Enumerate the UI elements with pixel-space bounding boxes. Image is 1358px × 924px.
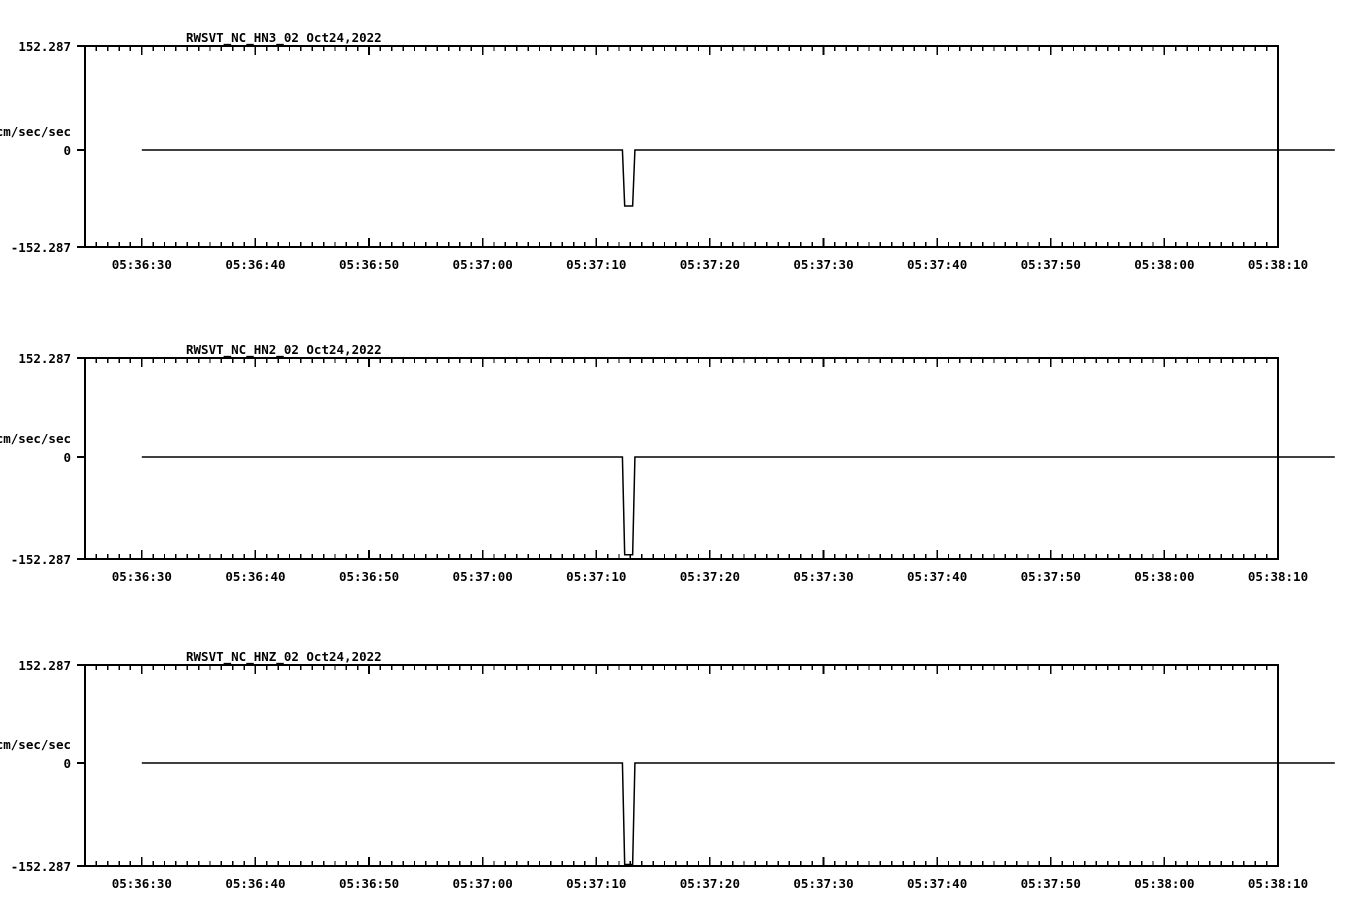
x-axis-time-label: 05:37:10 (566, 876, 626, 891)
y-axis-max-label: 152.287 (18, 39, 71, 54)
amplitude-ticks (77, 45, 85, 248)
amplitude-ticks (77, 664, 85, 867)
x-axis-time-label: 05:37:40 (907, 257, 967, 272)
y-axis-zero-label: 0 (63, 450, 71, 465)
y-axis-zero-label: 0 (63, 143, 71, 158)
x-axis-time-label: 05:37:10 (566, 569, 626, 584)
y-axis-min-label: -152.287 (11, 859, 71, 874)
x-axis-time-label: 05:38:00 (1134, 257, 1194, 272)
panel-title: RWSVT_NC_HN2_02 Oct24,2022 (186, 342, 382, 358)
x-axis-time-label: 05:36:40 (225, 257, 285, 272)
waveform-trace (141, 762, 1335, 866)
x-axis-time-label: 05:37:40 (907, 569, 967, 584)
x-axis-time-label: 05:36:50 (339, 876, 399, 891)
x-axis-time-label: 05:38:00 (1134, 876, 1194, 891)
plot-frame (84, 357, 1279, 560)
x-axis-time-label: 05:37:30 (793, 569, 853, 584)
x-axis-time-label: 05:37:00 (453, 257, 513, 272)
x-axis-time-label: 05:37:20 (680, 876, 740, 891)
y-axis-zero-label: 0 (63, 756, 71, 771)
x-axis-time-label: 05:37:50 (1021, 257, 1081, 272)
x-axis-time-label: 05:37:00 (453, 569, 513, 584)
y-axis-max-label: 152.287 (18, 658, 71, 673)
x-axis-time-label: 05:37:30 (793, 257, 853, 272)
x-axis-time-label: 05:37:50 (1021, 569, 1081, 584)
x-axis-time-label: 05:36:40 (225, 569, 285, 584)
x-axis-time-label: 05:38:00 (1134, 569, 1194, 584)
waveform-trace (141, 456, 1335, 556)
y-axis-units-label: cm/sec/sec (0, 431, 71, 446)
amplitude-ticks (77, 357, 85, 560)
x-axis-time-label: 05:36:50 (339, 257, 399, 272)
x-axis-time-label: 05:37:20 (680, 257, 740, 272)
y-axis-units-label: cm/sec/sec (0, 124, 71, 139)
x-axis-time-label: 05:38:10 (1248, 876, 1308, 891)
axis-ticks (84, 358, 1279, 559)
panel-title: RWSVT_NC_HNZ_02 Oct24,2022 (186, 649, 382, 665)
waveform-trace (141, 149, 1335, 207)
y-axis-min-label: -152.287 (11, 240, 71, 255)
x-axis-time-label: 05:36:50 (339, 569, 399, 584)
y-axis-units-label: cm/sec/sec (0, 737, 71, 752)
x-axis-time-label: 05:38:10 (1248, 257, 1308, 272)
x-axis-time-label: 05:36:40 (225, 876, 285, 891)
axis-ticks (84, 46, 1279, 247)
x-axis-time-label: 05:36:30 (112, 257, 172, 272)
x-axis-time-label: 05:36:30 (112, 569, 172, 584)
x-axis-time-label: 05:37:40 (907, 876, 967, 891)
x-axis-time-label: 05:37:30 (793, 876, 853, 891)
y-axis-min-label: -152.287 (11, 552, 71, 567)
axis-ticks (84, 665, 1279, 866)
x-axis-time-label: 05:37:00 (453, 876, 513, 891)
plot-frame (84, 45, 1279, 248)
x-axis-time-label: 05:38:10 (1248, 569, 1308, 584)
plot-frame (84, 664, 1279, 867)
x-axis-time-label: 05:37:20 (680, 569, 740, 584)
x-axis-time-label: 05:36:30 (112, 876, 172, 891)
x-axis-time-label: 05:37:10 (566, 257, 626, 272)
panel-title: RWSVT_NC_HN3_02 Oct24,2022 (186, 30, 382, 46)
x-axis-time-label: 05:37:50 (1021, 876, 1081, 891)
y-axis-max-label: 152.287 (18, 351, 71, 366)
